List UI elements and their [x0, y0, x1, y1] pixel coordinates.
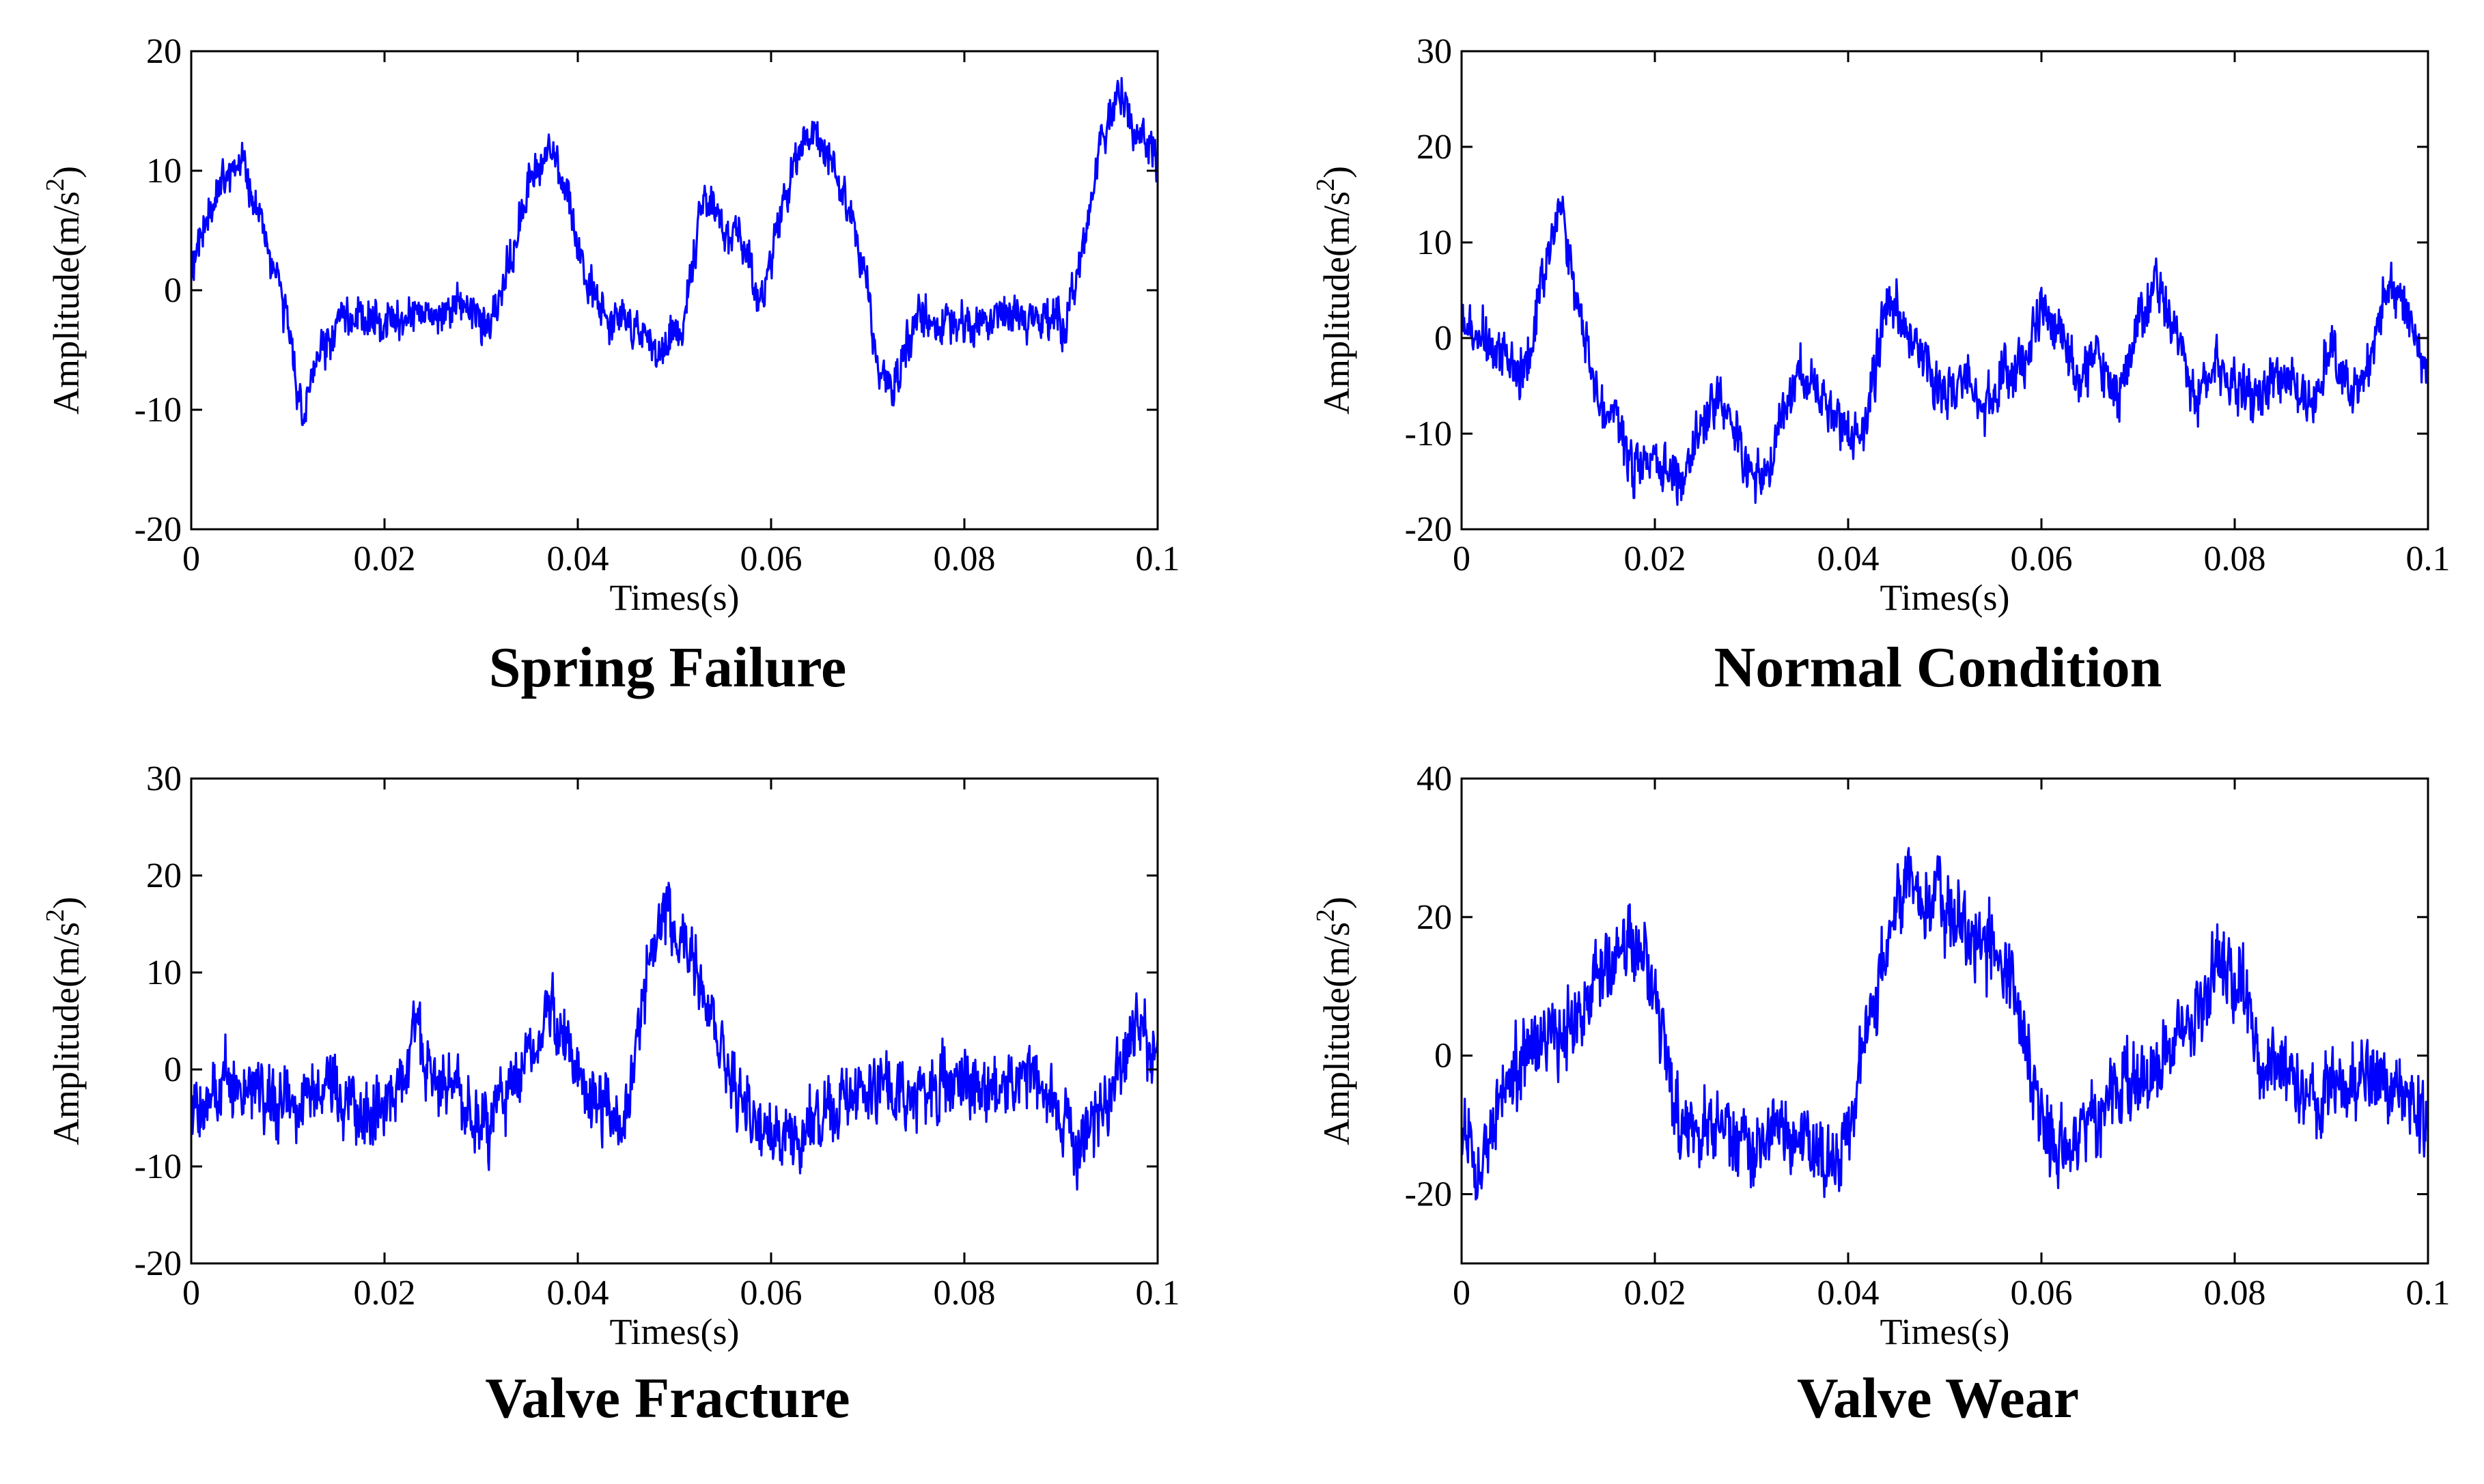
- y-axis-label-sup: 2: [1311, 178, 1340, 191]
- y-tick-label: -20: [135, 1244, 182, 1283]
- y-tick-label: -20: [1405, 1175, 1452, 1214]
- x-tick-label: 0.02: [1624, 1274, 1686, 1313]
- y-tick-label: -20: [1405, 510, 1452, 549]
- x-axis-label: Times(s): [609, 1311, 739, 1352]
- x-tick-label: 0.06: [740, 1274, 803, 1313]
- panel-title: Valve Fracture: [485, 1367, 850, 1430]
- x-tick-label: 0.1: [1136, 1274, 1180, 1313]
- x-tick-label: 0.04: [547, 540, 609, 578]
- x-tick-label: 0.04: [547, 1274, 609, 1313]
- x-tick-label: 0.1: [2406, 540, 2451, 578]
- x-tick-label: 0.06: [740, 540, 803, 578]
- y-tick-label: 10: [146, 152, 182, 191]
- chart-panels: 0 0.02 0.04 0.06 0.08 0.1-20-1001020Times(s)A…: [41, 32, 2451, 1430]
- y-axis-label-sup: 2: [1311, 909, 1340, 922]
- y-tick-label: 0: [164, 1050, 182, 1089]
- y-tick-label: 40: [1417, 759, 1452, 798]
- x-axis-label: Times(s): [609, 577, 739, 618]
- y-axis-label-text: Amplitude(m/s: [1316, 191, 1357, 415]
- y-axis-label: Amplitude(m/s2): [41, 166, 87, 415]
- x-tick-label: 0.02: [354, 540, 416, 578]
- y-axis-label-text: Amplitude(m/s: [46, 922, 87, 1145]
- x-tick-label: 0: [1453, 540, 1470, 578]
- y-axis-label-text: Amplitude(m/s: [1316, 922, 1357, 1145]
- panel-1: 0 0.02 0.04 0.06 0.08 0.1 -20 -10 0 10 20 Times(s) A…: [41, 32, 1180, 699]
- axes-frame: [1460, 50, 2429, 531]
- x-tick-label: 0.02: [1624, 540, 1686, 578]
- y-axis-label-text: Amplitude(m/s: [46, 191, 87, 415]
- y-tick-label: 0: [1434, 319, 1452, 358]
- y-axis-label-close: ): [46, 166, 87, 178]
- panel-2: 0 0.02 0.04 0.06 0.08 0.1 -20 -10 0 10 20 30 Times(s…: [1311, 32, 2451, 699]
- axes-frame: [190, 50, 1159, 531]
- y-axis-label: Amplitude(m/s2): [1311, 166, 1357, 415]
- y-axis-label-sup: 2: [41, 909, 70, 922]
- series-line-acceleration: [1462, 847, 2428, 1201]
- panel-title: Normal Condition: [1714, 636, 2162, 699]
- y-tick-label: 10: [146, 953, 182, 992]
- x-tick-label: 0.04: [1817, 540, 1880, 578]
- y-axis-label-close: ): [46, 897, 87, 909]
- y-tick-label: 20: [1417, 898, 1452, 937]
- y-tick-label: 20: [146, 856, 182, 895]
- x-tick-label: 0.08: [2204, 540, 2266, 578]
- y-tick-label: -10: [135, 391, 182, 430]
- y-tick-label: 30: [1417, 32, 1452, 71]
- x-tick-label: 0.1: [2406, 1274, 2451, 1313]
- y-tick-label: -20: [135, 510, 182, 549]
- x-tick-label: 0.06: [2011, 1274, 2073, 1313]
- series-line-acceleration: [1462, 195, 2428, 506]
- x-tick-label: 0.08: [2204, 1274, 2266, 1313]
- y-tick-label: 0: [164, 271, 182, 310]
- x-tick-label: 0.06: [2011, 540, 2073, 578]
- x-tick-label: 0: [182, 540, 200, 578]
- axes-frame: [1460, 777, 2429, 1265]
- panel-title: Valve Wear: [1797, 1367, 2079, 1430]
- y-axis-label-sup: 2: [41, 178, 70, 191]
- y-axis-label: Amplitude(m/s2): [1311, 897, 1357, 1145]
- y-axis-label: Amplitude(m/s2): [41, 897, 87, 1145]
- x-tick-label: 0.02: [354, 1274, 416, 1313]
- y-tick-label: 20: [1417, 128, 1452, 167]
- y-tick-label: -10: [135, 1147, 182, 1186]
- panel-4: 0 0.02 0.04 0.06 0.08 0.1 -20 0 20 40 Times(s) Ampl…: [1311, 759, 2451, 1430]
- panel-3: 0 0.02 0.04 0.06 0.08 0.1 -20 -10 0 10 20 30 Times(s…: [41, 759, 1180, 1430]
- x-tick-label: 0: [182, 1274, 200, 1313]
- axes-frame: [190, 777, 1159, 1265]
- x-tick-label: 0.08: [934, 540, 996, 578]
- x-tick-label: 0: [1453, 1274, 1470, 1313]
- y-tick-label: 20: [146, 32, 182, 71]
- y-axis-label-close: ): [1316, 897, 1357, 909]
- x-tick-label: 0.1: [1136, 540, 1180, 578]
- series-line-acceleration: [191, 76, 1158, 426]
- x-axis-label: Times(s): [1880, 1311, 2009, 1352]
- x-axis-label: Times(s): [1880, 577, 2009, 618]
- y-tick-label: -10: [1405, 415, 1452, 453]
- series-line-acceleration: [191, 882, 1158, 1191]
- x-tick-label: 0.04: [1817, 1274, 1880, 1313]
- y-tick-label: 0: [1434, 1037, 1452, 1076]
- y-tick-label: 30: [146, 759, 182, 798]
- y-tick-label: 10: [1417, 223, 1452, 262]
- x-tick-label: 0.08: [934, 1274, 996, 1313]
- y-axis-label-close: ): [1316, 166, 1357, 178]
- panel-title: Spring Failure: [489, 636, 847, 699]
